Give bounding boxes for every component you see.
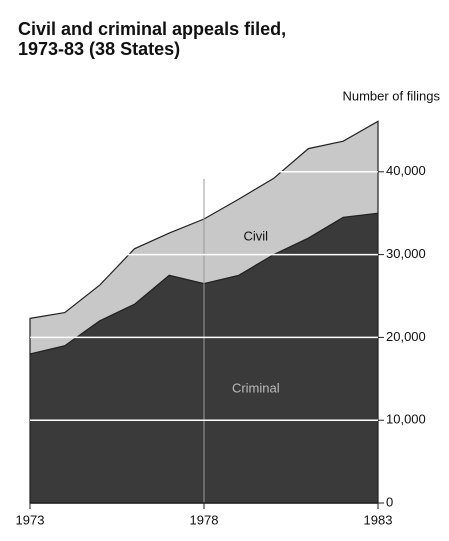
y-tick-label: 0 — [386, 494, 393, 509]
y-tick-label: 20,000 — [386, 329, 426, 344]
x-tick-label: 1978 — [190, 512, 219, 527]
y-axis-label: Number of filings — [342, 88, 440, 103]
chart-title: Civil and criminal appeals filed, — [18, 19, 286, 39]
series-label: Civil — [244, 229, 269, 244]
x-tick-label: 1983 — [364, 512, 393, 527]
y-tick-label: 30,000 — [386, 246, 426, 261]
x-tick-label: 1973 — [16, 512, 45, 527]
series-label: Criminal — [232, 381, 280, 396]
chart-subtitle: 1973-83 (38 States) — [18, 39, 180, 59]
y-tick-label: 40,000 — [386, 163, 426, 178]
y-tick-label: 10,000 — [386, 412, 426, 427]
